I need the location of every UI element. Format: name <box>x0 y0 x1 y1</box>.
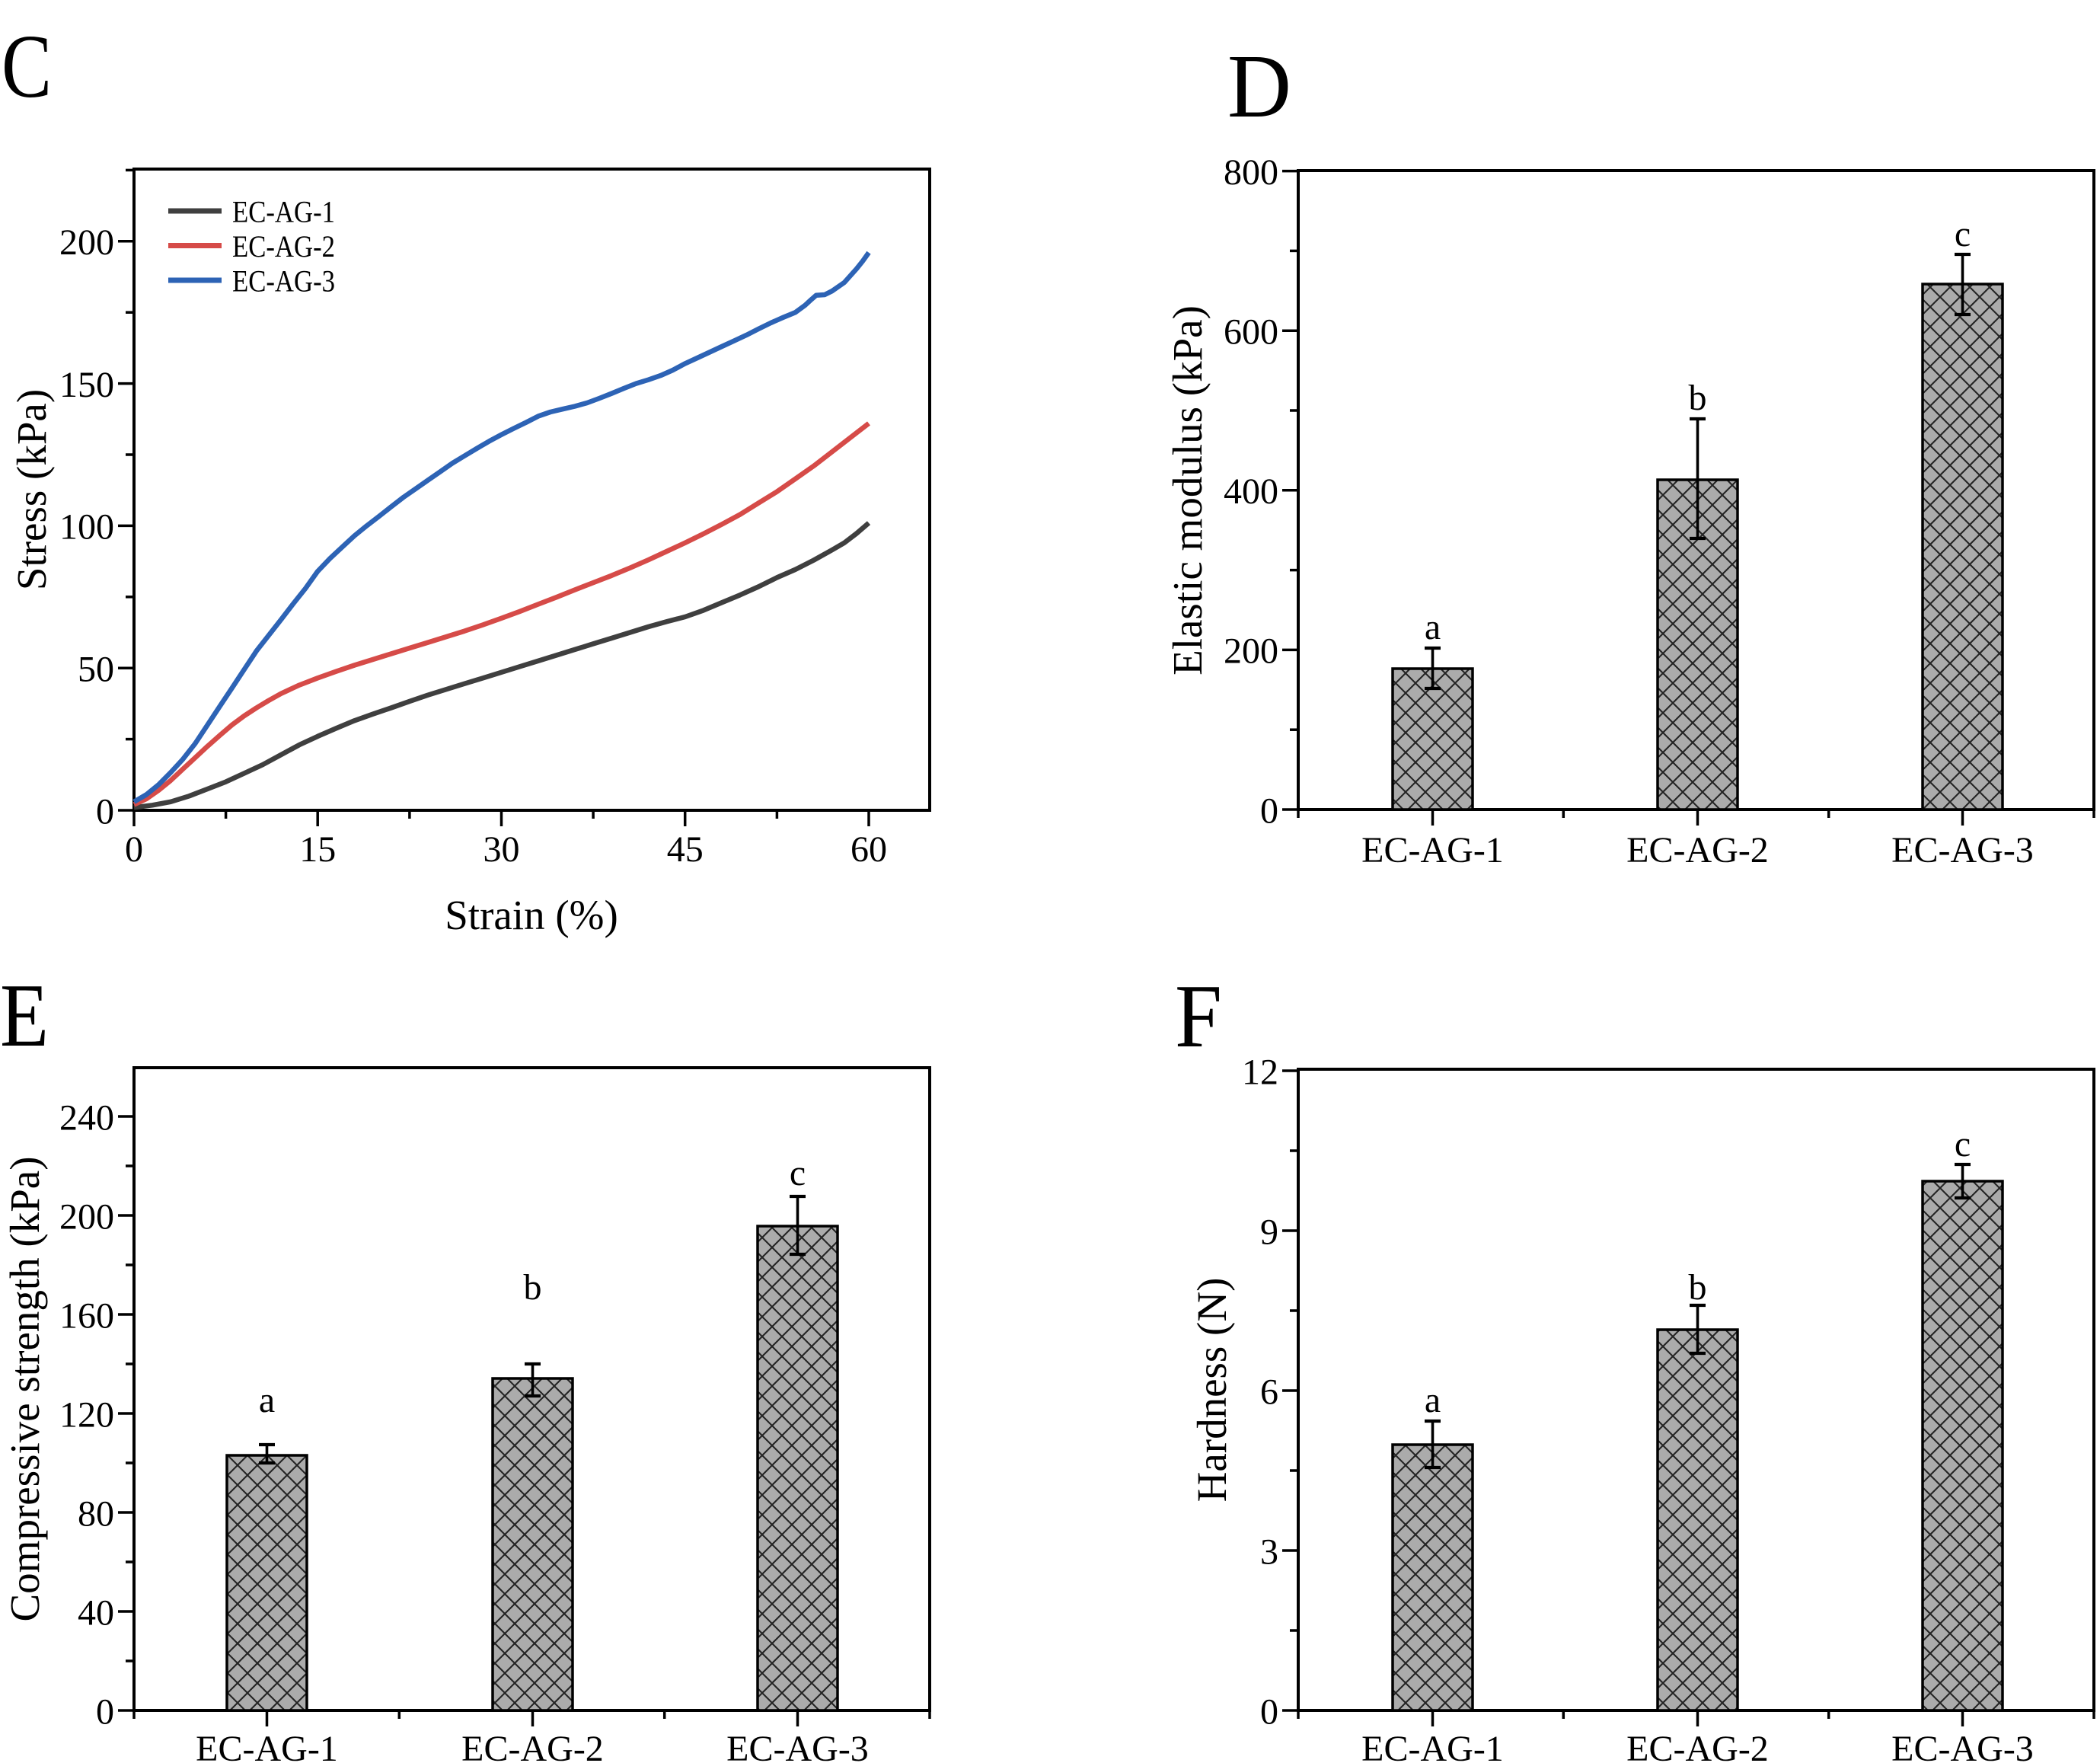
svg-text:120: 120 <box>59 1394 114 1435</box>
svg-text:a: a <box>1425 1380 1441 1420</box>
svg-text:a: a <box>259 1380 275 1420</box>
svg-text:EC-AG-2: EC-AG-2 <box>1626 1729 1769 1763</box>
svg-text:EC-AG-1: EC-AG-1 <box>1361 830 1504 870</box>
svg-text:c: c <box>790 1153 806 1193</box>
svg-text:12: 12 <box>1242 1052 1278 1092</box>
svg-text:C: C <box>2 16 52 117</box>
svg-text:60: 60 <box>851 829 887 870</box>
svg-text:0: 0 <box>1260 1691 1278 1732</box>
svg-text:200: 200 <box>1224 631 1278 672</box>
svg-text:EC-AG-3: EC-AG-3 <box>232 264 335 299</box>
svg-text:b: b <box>1689 378 1707 418</box>
svg-text:0: 0 <box>96 791 114 832</box>
svg-text:600: 600 <box>1224 311 1278 352</box>
svg-text:0: 0 <box>96 1691 114 1732</box>
svg-text:80: 80 <box>78 1493 114 1534</box>
svg-text:EC-AG-3: EC-AG-3 <box>726 1729 869 1763</box>
svg-text:c: c <box>1955 214 1971 254</box>
svg-text:D: D <box>1227 36 1291 136</box>
svg-text:240: 240 <box>59 1097 114 1138</box>
svg-text:400: 400 <box>1224 471 1278 512</box>
svg-text:0: 0 <box>125 829 143 870</box>
svg-text:EC-AG-1: EC-AG-1 <box>1361 1729 1504 1763</box>
svg-text:EC-AG-2: EC-AG-2 <box>232 229 335 263</box>
svg-text:30: 30 <box>484 829 520 870</box>
svg-text:b: b <box>1689 1267 1707 1308</box>
svg-text:15: 15 <box>299 829 336 870</box>
svg-text:0: 0 <box>1260 790 1278 831</box>
svg-text:c: c <box>1955 1124 1971 1164</box>
svg-text:EC-AG-2: EC-AG-2 <box>461 1729 604 1763</box>
svg-text:50: 50 <box>78 649 114 689</box>
svg-text:45: 45 <box>667 829 704 870</box>
svg-text:Strain (%): Strain (%) <box>445 892 618 938</box>
svg-text:EC-AG-3: EC-AG-3 <box>1891 1729 2034 1763</box>
svg-text:3: 3 <box>1260 1531 1278 1572</box>
svg-text:9: 9 <box>1260 1212 1278 1252</box>
svg-text:Stress (kPa): Stress (kPa) <box>8 389 55 590</box>
svg-text:Compressive strength (kPa): Compressive strength (kPa) <box>2 1156 48 1621</box>
svg-text:a: a <box>1425 607 1441 647</box>
svg-text:EC-AG-1: EC-AG-1 <box>196 1729 338 1763</box>
svg-text:EC-AG-2: EC-AG-2 <box>1626 830 1769 870</box>
svg-text:200: 200 <box>59 1196 114 1237</box>
svg-text:E: E <box>0 965 49 1065</box>
svg-text:6: 6 <box>1260 1372 1278 1412</box>
svg-text:F: F <box>1175 966 1222 1066</box>
svg-text:Elastic modulus (kPa): Elastic modulus (kPa) <box>1164 305 1211 675</box>
svg-text:800: 800 <box>1224 152 1278 193</box>
svg-text:40: 40 <box>78 1592 114 1633</box>
svg-text:EC-AG-3: EC-AG-3 <box>1891 830 2034 870</box>
svg-text:b: b <box>524 1267 542 1308</box>
svg-text:100: 100 <box>59 507 114 548</box>
svg-text:EC-AG-1: EC-AG-1 <box>232 195 335 229</box>
svg-text:Hardness (N): Hardness (N) <box>1189 1278 1235 1503</box>
svg-text:160: 160 <box>59 1295 114 1336</box>
svg-text:200: 200 <box>59 222 114 263</box>
svg-text:150: 150 <box>59 365 114 405</box>
